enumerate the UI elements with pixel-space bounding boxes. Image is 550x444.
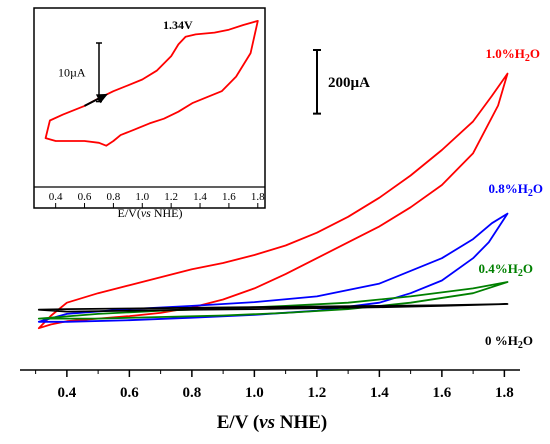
inset-scale-bar: 10µA <box>58 42 102 103</box>
inset-x-tick-label: 0.4 <box>49 191 63 203</box>
main-x-ticks: 0.4 0.6 0.8 1.0 1.2 1.4 1.6 1.8 <box>35 370 514 401</box>
main-x-tick-label: 1.2 <box>308 385 327 401</box>
inset-x-tick-label: 0.8 <box>107 191 121 203</box>
inset-x-tick-label: 1.2 <box>164 191 178 203</box>
series-label-2: 0.4%H2O <box>479 261 534 279</box>
inset-peak-label: 1.34V <box>163 18 193 32</box>
main-scale-bar-label: 200µA <box>328 75 370 91</box>
series-label-3: 0 %H2O <box>485 333 533 351</box>
inset-x-tick-label: 1.8 <box>251 191 265 203</box>
main-x-tick-label: 1.4 <box>370 385 389 401</box>
inset-x-ticks: 0.4 0.6 0.8 1.0 1.2 1.4 1.6 1.8 <box>34 186 265 208</box>
main-x-axis: 0.4 0.6 0.8 1.0 1.2 1.4 1.6 1.8 <box>20 369 520 401</box>
main-scale-bar: 200µA <box>313 49 370 115</box>
series-label-0: 1.0%H2O <box>486 46 541 64</box>
inset-frame <box>33 7 266 209</box>
inset-scale-bar-label: 10µA <box>58 65 86 79</box>
main-x-tick-label: 0.8 <box>183 385 202 401</box>
inset-x-tick-label: 1.4 <box>193 191 207 203</box>
main-x-axis-label: E/V (vs NHE) <box>217 412 328 433</box>
inset-plot: 0.4 0.6 0.8 1.0 1.2 1.4 1.6 1.8 E/V(vs NHE) 1.3… <box>33 7 266 220</box>
inset-x-tick-label: 1.0 <box>135 191 149 203</box>
main-x-tick-label: 1.6 <box>433 385 452 401</box>
main-x-tick-label: 1.8 <box>495 385 514 401</box>
main-series-group <box>37 72 509 330</box>
main-x-tick-label: 0.6 <box>120 385 139 401</box>
series-line-3 <box>37 303 509 313</box>
inset-x-axis-label: E/V(vs NHE) <box>118 206 183 220</box>
main-x-tick-label: 1.0 <box>245 385 264 401</box>
series-labels: 1.0%H2O 0.8%H2O 0.4%H2O 0 %H2O <box>479 46 544 351</box>
series-label-1: 0.8%H2O <box>489 181 544 199</box>
inset-x-tick-label: 1.6 <box>222 191 236 203</box>
inset-x-tick-label: 0.6 <box>78 191 92 203</box>
main-x-tick-label: 0.4 <box>58 385 77 401</box>
